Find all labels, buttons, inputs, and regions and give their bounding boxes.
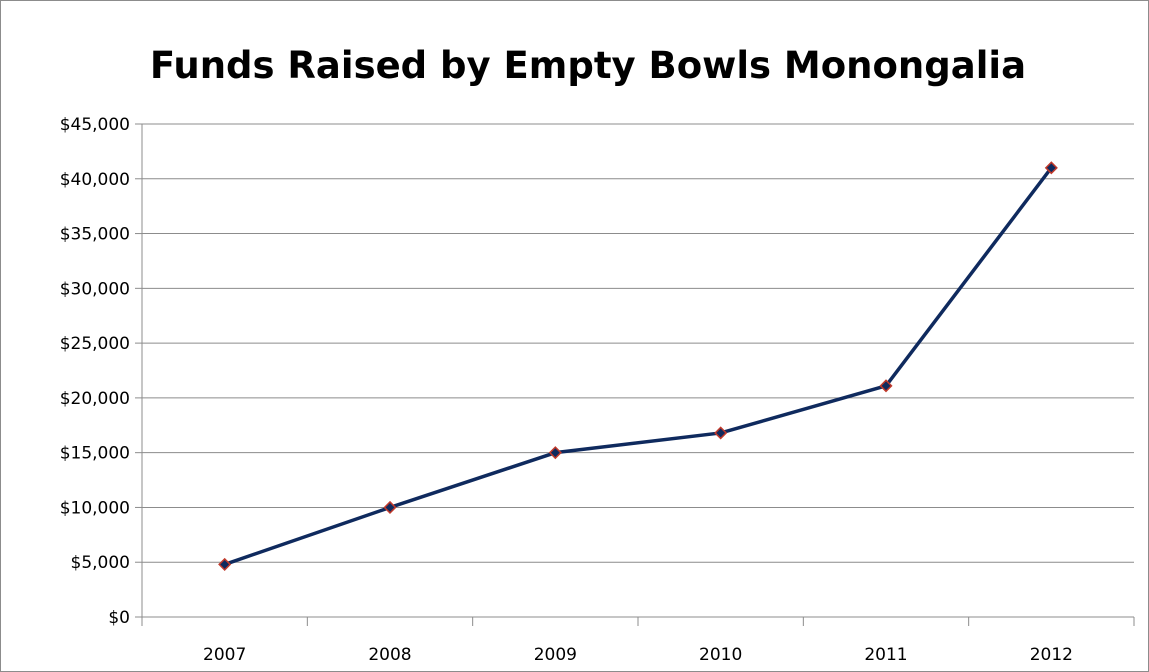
x-tick-label: 2008 (368, 645, 411, 665)
gridlines (142, 123, 1134, 563)
y-tick-label: $5,000 (71, 553, 130, 573)
x-tick-label: 2010 (699, 645, 742, 665)
y-tick-label: $30,000 (60, 279, 130, 299)
data-point-marker (879, 379, 893, 393)
x-tick-label: 2007 (203, 645, 246, 665)
data-point-marker (548, 446, 562, 460)
x-tick-label: 2011 (864, 645, 907, 665)
data-point-marker (1044, 161, 1058, 175)
data-point-marker (714, 426, 728, 440)
y-tick-label: $10,000 (60, 498, 130, 518)
data-point-marker (383, 500, 397, 515)
x-tick-label: 2012 (1030, 645, 1073, 665)
y-tick-label: $40,000 (60, 170, 130, 190)
axes (135, 123, 1135, 626)
y-tick-label: $15,000 (60, 444, 130, 464)
chart-title: Funds Raised by Empty Bowls Monongalia (150, 44, 1026, 87)
y-tick-label: $35,000 (60, 225, 130, 245)
x-axis-tick-labels: 2007 2008 2009 2010 2011 2012 (203, 645, 1073, 665)
data-point-marker (218, 557, 232, 571)
series-layer (218, 161, 1058, 571)
y-tick-label: $20,000 (60, 389, 130, 409)
y-tick-label: $0 (108, 608, 130, 628)
y-axis-tick-labels: $0 $5,000 $10,000 $15,000 $20,000 $25,000 $30,… (60, 115, 130, 628)
y-tick-label: $45,000 (60, 115, 130, 135)
y-tick-label: $25,000 (60, 334, 130, 354)
series-line (224, 166, 1053, 567)
x-tick-label: 2009 (534, 645, 577, 665)
